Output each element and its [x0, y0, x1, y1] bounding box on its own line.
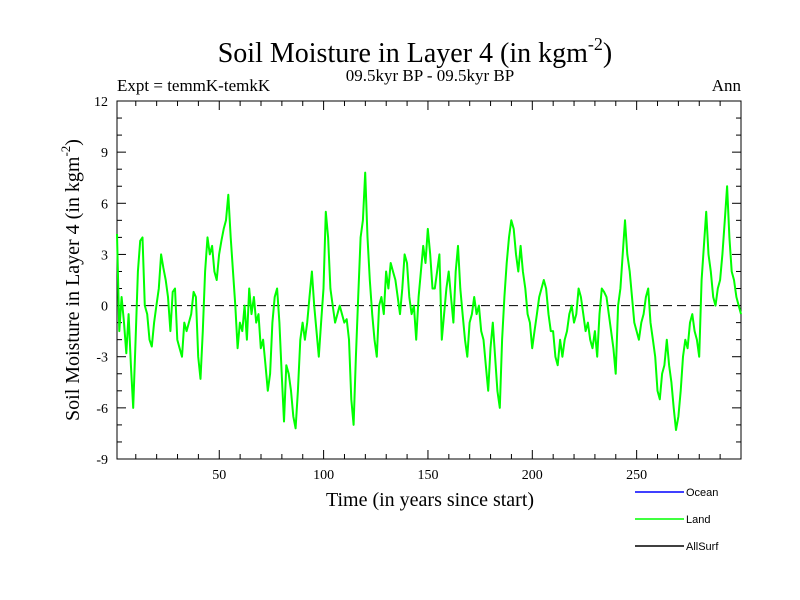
y-tick-label: 6 [101, 197, 108, 212]
y-tick-label: 0 [101, 300, 108, 315]
y-axis-label-main: Soil Moisture in Layer 4 (in kgm [62, 156, 84, 421]
y-tick-label: -9 [96, 453, 108, 468]
y-axis-label: Soil Moisture in Layer 4 (in kgm-2) [58, 139, 84, 421]
chart-title-exponent: -2 [588, 34, 603, 54]
y-tick-label: 12 [94, 95, 108, 110]
y-tick-label: 3 [101, 248, 108, 263]
legend: Ocean Land AllSurf [635, 487, 719, 553]
x-axis: 50 100 150 200 250 [135, 101, 721, 483]
chart-title-close: ) [603, 38, 612, 69]
x-tick-label: 250 [626, 468, 647, 483]
y-axis: -9 -6 -3 0 3 6 9 12 [94, 95, 741, 468]
x-tick-label: 200 [522, 468, 543, 483]
legend-label-ocean: Ocean [686, 487, 718, 499]
x-tick-label: 100 [313, 468, 334, 483]
x-tick-label: 50 [212, 468, 226, 483]
x-axis-label: Time (in years since start) [326, 489, 534, 511]
season-label: Ann [712, 76, 742, 95]
chart-title-main: Soil Moisture in Layer 4 (in kgm [218, 38, 588, 69]
period-label: 09.5kyr BP - 09.5kyr BP [346, 66, 514, 85]
chart-title: Soil Moisture in Layer 4 (in kgm-2) [218, 34, 613, 69]
y-tick-label: -3 [96, 351, 108, 366]
legend-label-allsurf: AllSurf [686, 541, 719, 553]
y-tick-label: -6 [96, 402, 108, 417]
x-tick-label: 150 [417, 468, 438, 483]
series-line-land [116, 171, 742, 431]
plot-frame [116, 100, 742, 460]
y-tick-label: 9 [101, 146, 108, 161]
y-axis-label-exponent: -2 [58, 146, 73, 157]
legend-label-land: Land [686, 514, 710, 526]
y-axis-label-close: ) [62, 139, 84, 146]
series-group [116, 171, 742, 431]
experiment-label: Expt = temmK-temkK [117, 76, 271, 95]
